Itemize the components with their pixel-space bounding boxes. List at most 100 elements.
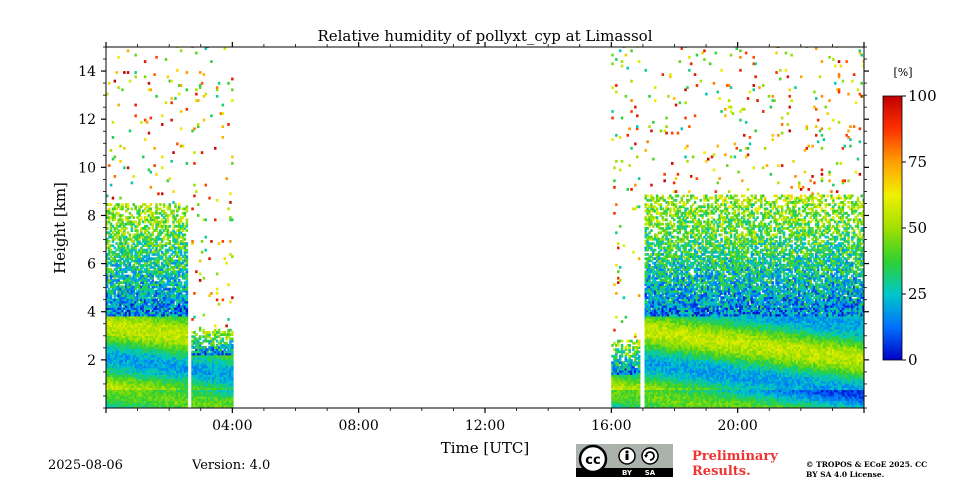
heatmap-cell-seg0: [170, 80, 173, 83]
heatmap-cell-seg0: [110, 184, 113, 187]
heatmap-cell-seg0: [163, 203, 166, 206]
heatmap-cell-seg0: [129, 80, 132, 83]
heatmap-cell-seg0: [159, 203, 162, 206]
heatmap-cell-seg1: [225, 177, 228, 180]
heatmap-cell-seg0: [127, 71, 130, 74]
heatmap-cell-seg0: [161, 123, 164, 126]
heatmap-cell-seg1: [199, 279, 202, 282]
heatmap-cell-seg1: [193, 162, 196, 165]
heatmap-cell-seg1: [208, 331, 211, 334]
heatmap-cell-seg0: [121, 88, 124, 91]
heatmap-cell-seg0: [134, 54, 137, 57]
heatmap-cell-seg0: [112, 136, 115, 139]
heatmap-cell-seg0: [134, 75, 137, 78]
heatmap-cell-seg2: [630, 188, 633, 191]
heatmap-cell-seg2: [630, 49, 633, 52]
heatmap-cell-seg3: [645, 69, 648, 72]
heatmap-cell-seg1: [231, 255, 234, 258]
heatmap-cell-seg2: [621, 344, 624, 347]
heatmap-cell-seg2: [615, 264, 618, 267]
heatmap-cell-seg0: [182, 145, 185, 148]
heatmap-cell-seg2: [628, 164, 631, 167]
heatmap-cell-seg1: [227, 82, 230, 85]
heatmap-cell-seg3: [645, 149, 648, 152]
heatmap-cell-seg0: [112, 197, 115, 200]
heatmap-cell-seg1: [201, 82, 204, 85]
heatmap-cell-seg1: [197, 203, 200, 206]
heatmap-cell-seg0: [186, 218, 189, 221]
heatmap-cell-seg0: [133, 216, 136, 219]
heatmap-cell-seg0: [157, 192, 160, 195]
heatmap-cell-seg1: [195, 333, 198, 336]
heatmap-cell-seg1: [229, 301, 232, 304]
heatmap-cell-seg1: [205, 93, 208, 96]
heatmap-cell-seg1: [225, 262, 228, 265]
heatmap-cell-seg0: [180, 84, 183, 87]
heatmap-cell-seg2: [621, 60, 624, 63]
heatmap-cell-seg0: [127, 203, 130, 206]
heatmap-cell-seg1: [193, 184, 196, 187]
heatmap-cell-seg2: [613, 283, 616, 286]
heatmap-cell-seg1: [229, 201, 232, 204]
heatmap-cell-seg0: [169, 203, 172, 206]
heatmap-cell-seg0: [150, 171, 153, 174]
heatmap-cell-seg1: [193, 316, 196, 319]
heatmap-cell-seg0: [169, 240, 172, 243]
heatmap-cell-seg0: [110, 149, 113, 152]
heatmap-cell-seg1: [218, 303, 221, 306]
heatmap-cell-seg1: [218, 82, 221, 85]
heatmap-cell-seg1: [222, 112, 225, 115]
heatmap-cell-seg2: [619, 266, 622, 269]
heatmap-cell-seg2: [611, 138, 614, 141]
heatmap-cell-seg2: [617, 242, 620, 245]
heatmap-cell-seg0: [186, 255, 189, 258]
heatmap-cell-seg2: [628, 344, 631, 347]
heatmap-cell-seg1: [222, 338, 225, 341]
heatmap-cell-seg0: [172, 190, 175, 193]
heatmap-cell-seg1: [231, 78, 234, 81]
heatmap-cell-seg0: [180, 49, 183, 52]
heatmap-cell-seg2: [615, 203, 618, 206]
heatmap-cell-seg1: [197, 123, 200, 126]
heatmap-cell-seg0: [144, 60, 147, 63]
heatmap-cell-seg0: [157, 216, 160, 219]
heatmap-cell-seg2: [638, 351, 641, 354]
heatmap-cell-seg1: [216, 199, 219, 202]
heatmap-cell-seg0: [144, 75, 147, 78]
heatmap-cell-seg1: [231, 344, 234, 347]
heatmap-cell-seg0: [172, 151, 175, 154]
heatmap-cell-seg0: [108, 240, 111, 243]
heatmap-cell-seg2: [615, 134, 618, 137]
heatmap-cell-seg2: [625, 54, 628, 57]
heatmap-cell-seg0: [134, 114, 137, 117]
heatmap-cell-seg2: [623, 296, 626, 299]
heatmap-cell-seg0: [108, 82, 111, 85]
heatmap-cell-seg2: [621, 160, 624, 163]
heatmap-cell-seg1: [195, 270, 198, 273]
heatmap-cell-seg2: [621, 117, 624, 120]
heatmap-cell-seg1: [210, 114, 213, 117]
heatmap-cell-seg0: [170, 101, 173, 104]
heatmap-cell-seg1: [224, 47, 227, 50]
heatmap-cell-seg1: [218, 242, 221, 245]
heatmap-cell-seg2: [621, 340, 624, 343]
heatmap-cell-seg0: [117, 86, 120, 89]
heatmap-cell-seg1: [210, 60, 213, 63]
heatmap-cell-seg2: [630, 99, 633, 102]
heatmap-cell-seg0: [150, 117, 153, 120]
heatmap-cell-seg1: [216, 86, 219, 89]
heatmap-cell-seg0: [165, 101, 168, 104]
heatmap-cell-seg1: [222, 136, 225, 139]
heatmap-cell-seg0: [127, 49, 130, 52]
heatmap-cell-seg1: [229, 240, 232, 243]
heatmap-cell-seg2: [615, 231, 618, 234]
heatmap-cell-seg0: [148, 227, 151, 230]
heatmap-cell-seg2: [619, 225, 622, 228]
heatmap-cell-seg1: [193, 127, 196, 130]
heatmap-cell-seg0: [170, 97, 173, 100]
heatmap-cell-seg1: [231, 296, 234, 299]
heatmap-cell-seg0: [116, 71, 119, 74]
heatmap-cell-seg1: [203, 314, 206, 317]
heatmap-cell-seg1: [201, 251, 204, 254]
heatmap-cell-seg1: [216, 299, 219, 302]
